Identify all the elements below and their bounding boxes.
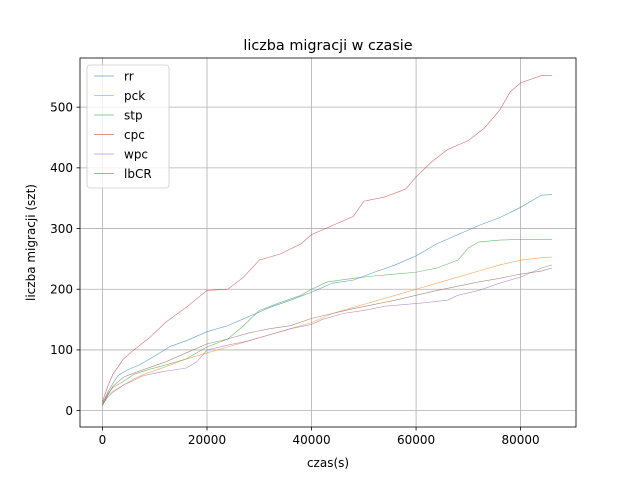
legend-label-lbCR: lbCR [124,167,152,181]
y-tick-label: 300 [50,222,73,236]
x-tick-label: 80000 [502,433,540,447]
legend-label-stp: stp [124,108,143,122]
series-line-pck [102,256,552,402]
legend-label-rr: rr [124,69,134,83]
legend: rr pck stp cpc wpc lbCR [86,64,170,189]
series-line-wpc [102,264,553,405]
axis-ticks: 0 20000 40000 60000 80000 0 100 200 300 400 500 [50,100,540,447]
plot-frame [79,57,577,428]
x-tick-label: 60000 [397,433,435,447]
y-tick-label: 400 [50,161,73,175]
legend-label-cpc: cpc [124,128,145,142]
y-tick-label: 200 [50,283,73,297]
y-axis-label: liczba migracji (szt) [24,184,38,301]
y-tick-label: 100 [50,343,73,357]
series-lines [102,75,553,406]
chart-title: liczba migracji w czasie [243,38,412,54]
legend-label-wpc: wpc [124,147,148,161]
series-line-lbCR [102,267,553,406]
series-line-stp [102,239,552,405]
y-tick-label: 0 [65,404,73,418]
x-axis-label: czas(s) [307,456,349,470]
x-tick-label: 0 [99,433,107,447]
x-tick-label: 20000 [188,433,226,447]
series-line-rr [102,194,552,404]
series-line-cpc [102,75,552,402]
x-tick-label: 40000 [292,433,330,447]
y-tick-label: 500 [50,100,73,114]
legend-label-pck: pck [124,89,145,103]
grid [80,58,576,427]
